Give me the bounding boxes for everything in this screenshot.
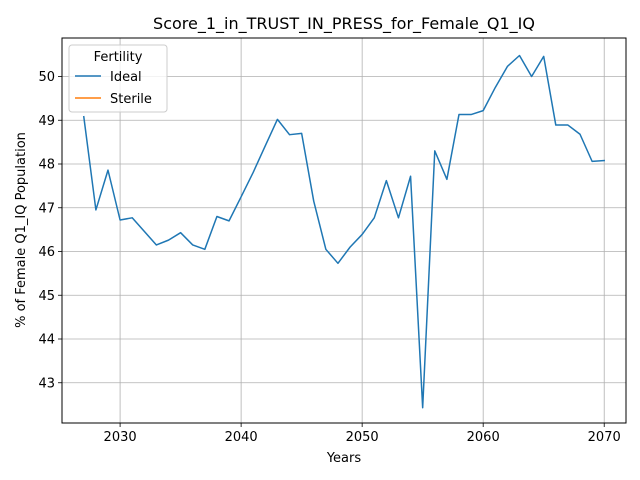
y-tick-label: 50 bbox=[38, 70, 55, 85]
x-tick-label: 2060 bbox=[467, 430, 500, 445]
legend-title: Fertility bbox=[94, 50, 143, 65]
x-tick-label: 2070 bbox=[588, 430, 621, 445]
x-axis-label: Years bbox=[326, 451, 362, 466]
y-tick-label: 46 bbox=[38, 245, 55, 260]
x-tick-label: 2040 bbox=[225, 430, 258, 445]
legend: Fertility Ideal Sterile bbox=[69, 45, 167, 112]
y-tick-label: 49 bbox=[38, 114, 55, 129]
y-tick-label: 44 bbox=[38, 333, 55, 348]
legend-label-sterile: Sterile bbox=[110, 92, 152, 107]
legend-label-ideal: Ideal bbox=[110, 70, 142, 85]
x-tick-label: 2030 bbox=[104, 430, 137, 445]
y-tick-label: 48 bbox=[38, 158, 55, 173]
y-tick-label: 45 bbox=[38, 289, 55, 304]
y-tick-label: 43 bbox=[38, 376, 55, 391]
chart-title: Score_1_in_TRUST_IN_PRESS_for_Female_Q1_… bbox=[153, 14, 535, 34]
y-tick-label: 47 bbox=[38, 201, 55, 216]
y-axis-label: % of Female Q1_IQ Population bbox=[14, 132, 29, 328]
x-tick-label: 2050 bbox=[346, 430, 379, 445]
